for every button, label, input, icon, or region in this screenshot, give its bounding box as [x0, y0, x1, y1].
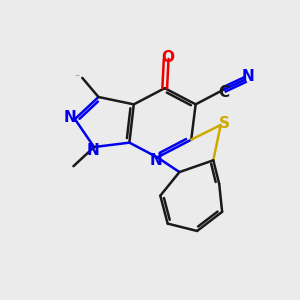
Text: N: N: [63, 110, 76, 125]
Text: N: N: [149, 153, 162, 168]
Text: O: O: [161, 50, 174, 65]
Text: N: N: [242, 70, 254, 85]
Text: C: C: [219, 85, 230, 100]
Text: S: S: [219, 116, 230, 131]
Text: N: N: [86, 143, 99, 158]
Text: methyl: methyl: [75, 74, 80, 76]
